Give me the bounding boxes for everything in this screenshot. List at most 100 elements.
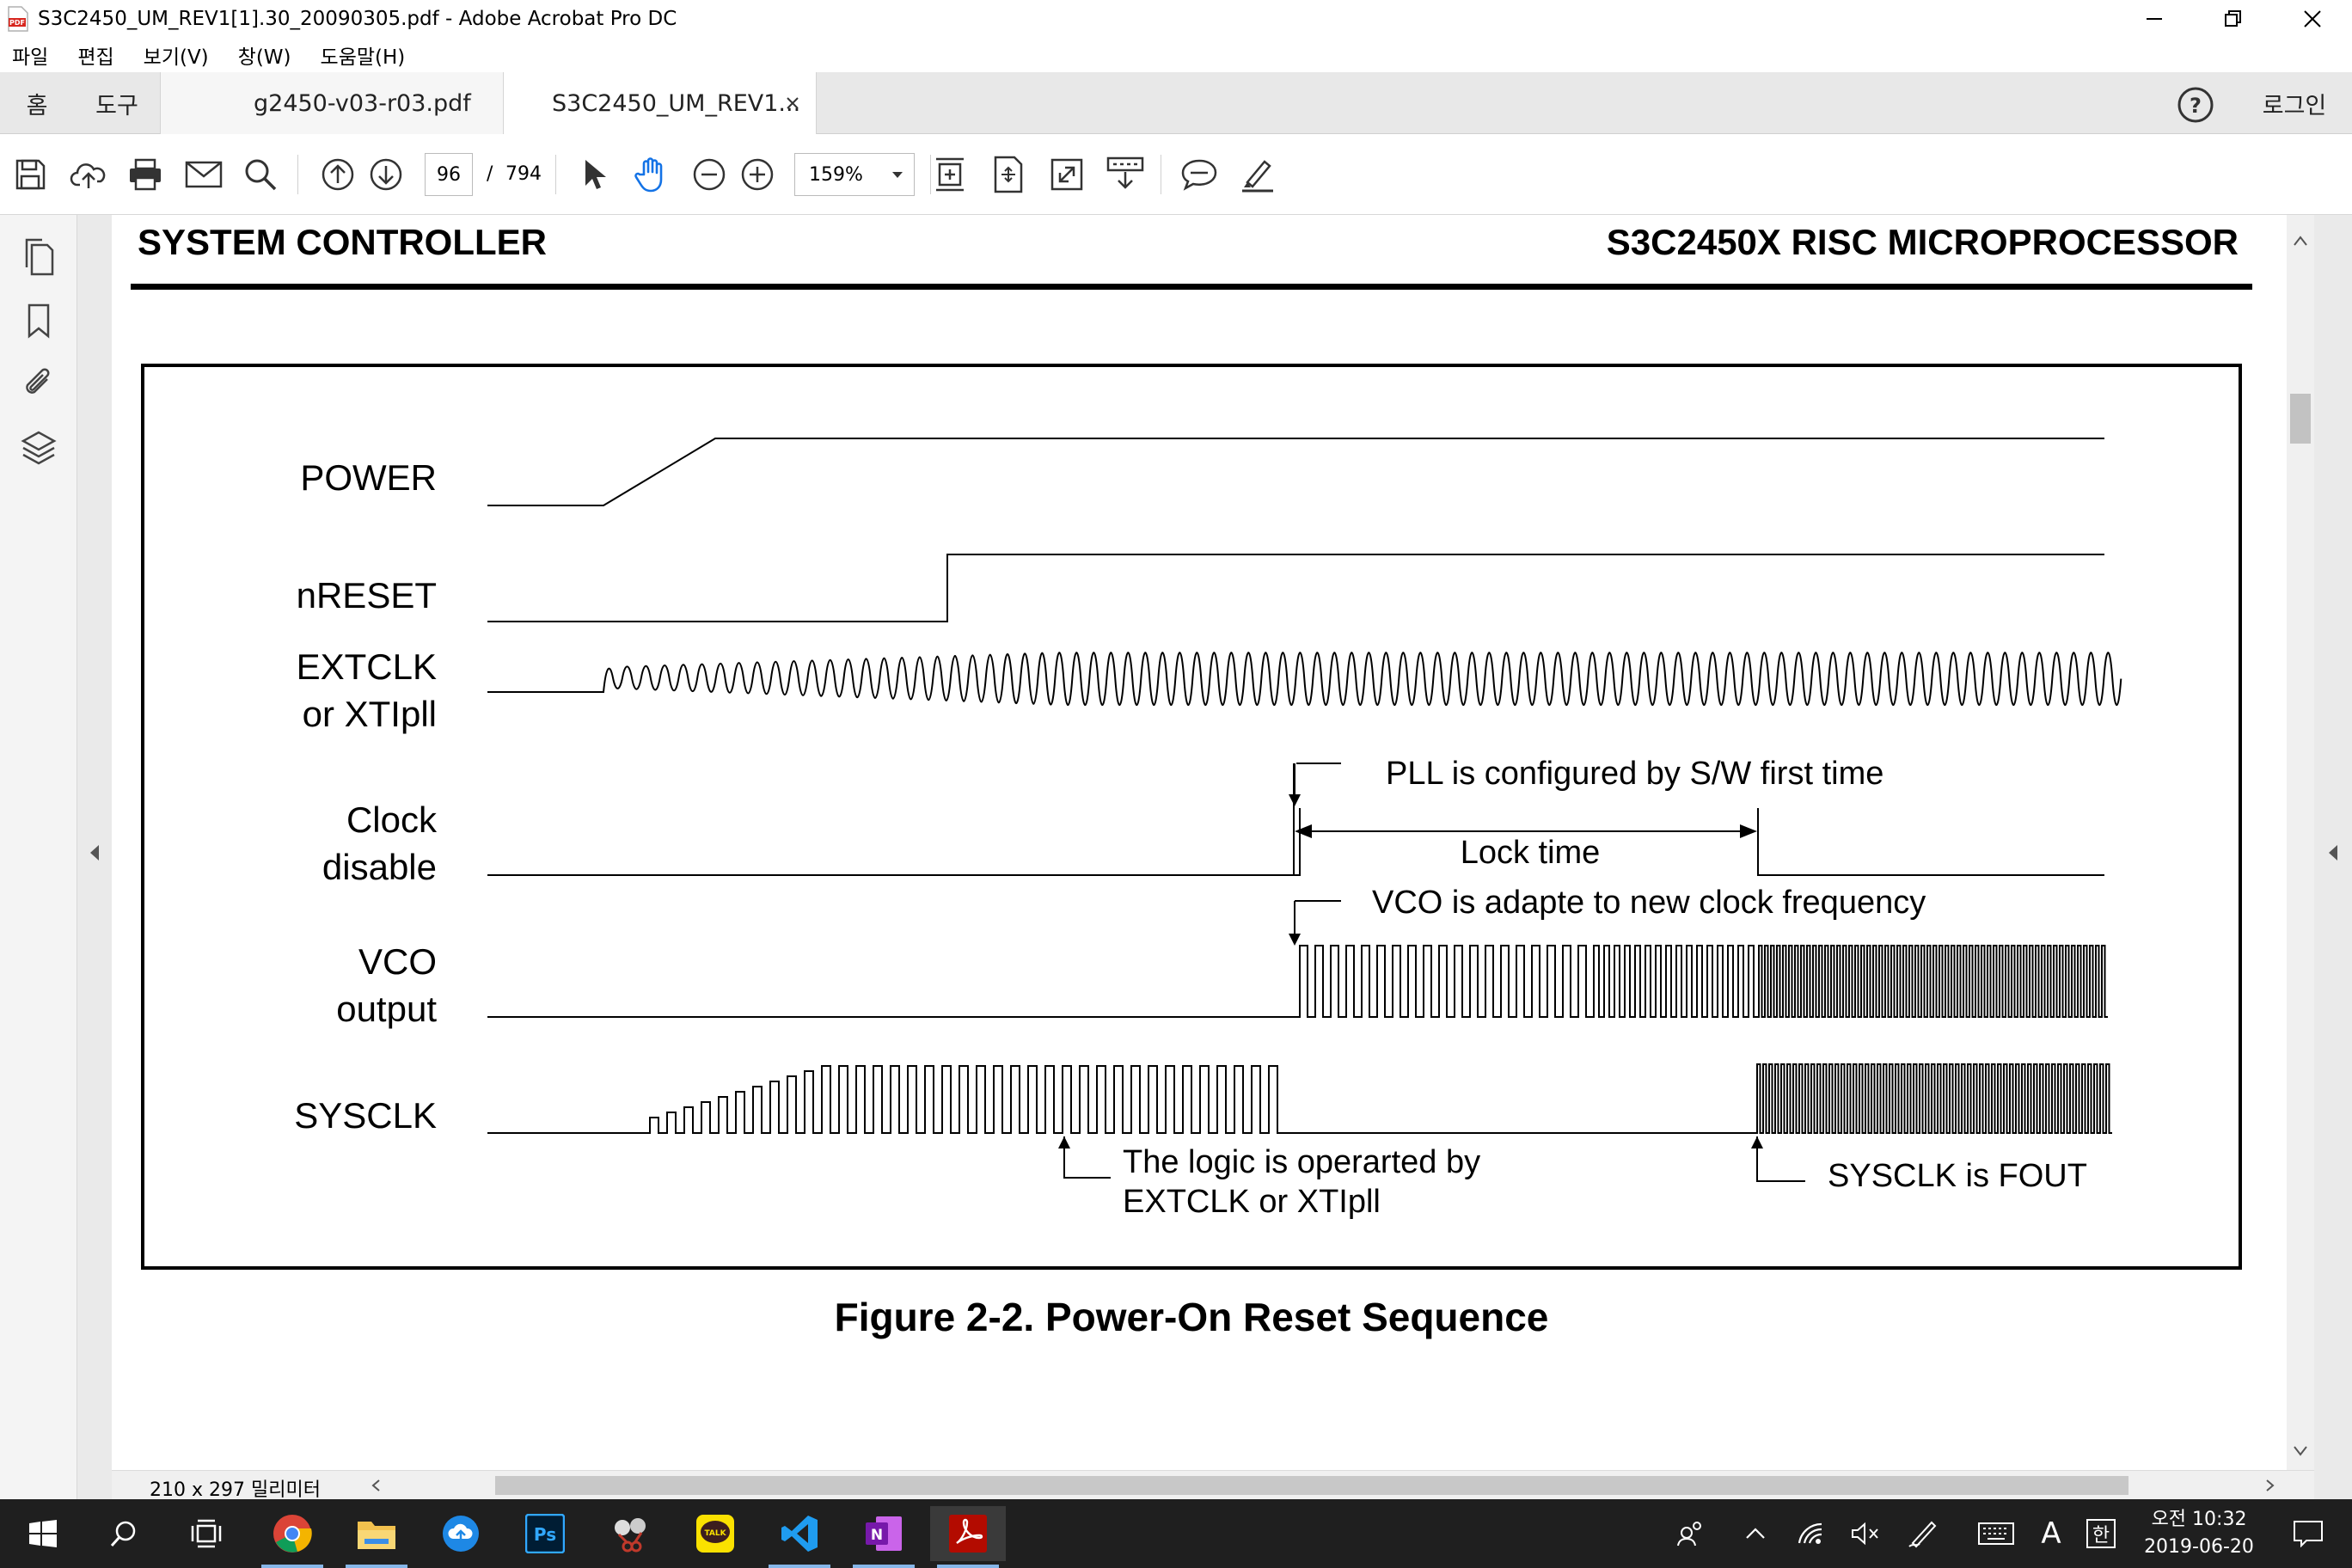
login-button[interactable]: 로그인 — [2262, 92, 2327, 119]
print-button[interactable] — [122, 151, 168, 198]
close-button[interactable] — [2273, 0, 2352, 38]
zoom-out-button[interactable] — [686, 151, 732, 198]
keyboard-reading-button[interactable] — [1102, 151, 1148, 198]
status-bar: 210 x 297 밀리미터 — [112, 1470, 2314, 1501]
page-separator: / — [487, 163, 493, 185]
volume-tray-button[interactable] — [1845, 1499, 1886, 1568]
save-button[interactable] — [7, 151, 53, 198]
taskbar-onenote[interactable]: N — [846, 1506, 922, 1568]
toolbar-separator — [930, 155, 931, 194]
search-button[interactable] — [237, 151, 284, 198]
help-icon[interactable]: ? — [2177, 86, 2214, 124]
save-icon — [15, 159, 46, 190]
expand-icon — [1050, 158, 1083, 191]
full-screen-button[interactable] — [1044, 151, 1090, 198]
ime-mode-label: 한 — [2086, 1519, 2116, 1548]
scroll-left-icon[interactable] — [371, 1479, 380, 1491]
highlighter-pen-icon — [1242, 160, 1273, 193]
collapse-left-icon — [90, 845, 99, 861]
menu-edit[interactable]: 편집 — [77, 46, 114, 69]
taskbar-acrobat[interactable] — [930, 1506, 1006, 1568]
highlight-button[interactable] — [1234, 151, 1281, 198]
menu-file[interactable]: 파일 — [12, 46, 49, 69]
taskbar-chrome[interactable] — [254, 1506, 330, 1568]
acrobat-icon — [949, 1515, 987, 1553]
email-button[interactable] — [181, 151, 227, 198]
fit-page-button[interactable] — [985, 151, 1032, 198]
label-vco: VCO — [358, 941, 437, 982]
touch-keyboard-button[interactable] — [1972, 1499, 2020, 1568]
wifi-icon — [1798, 1522, 1822, 1544]
minimize-icon — [2147, 18, 2162, 20]
windows-logo-icon — [29, 1520, 57, 1547]
scroll-right-icon[interactable] — [2266, 1479, 2275, 1491]
document-viewport[interactable]: SYSTEM CONTROLLER S3C2450X RISC MICROPRO… — [112, 215, 2287, 1470]
vertical-scroll-thumb[interactable] — [2290, 394, 2311, 444]
toolbar: 96 / 794 159% — [0, 134, 2352, 215]
taskbar-vscode[interactable] — [762, 1506, 837, 1568]
scroll-down-icon[interactable] — [2294, 1446, 2307, 1456]
select-tool-button[interactable] — [571, 151, 617, 198]
fit-page-scroll-button[interactable] — [927, 151, 973, 198]
menu-window[interactable]: 창(W) — [237, 46, 291, 69]
zoom-level-select[interactable]: 159% — [794, 153, 915, 196]
restore-button[interactable] — [2194, 0, 2273, 38]
task-view-button[interactable] — [168, 1506, 244, 1561]
right-pane-toggle[interactable] — [2314, 215, 2352, 1499]
tab-home[interactable]: 홈 — [26, 92, 48, 119]
label-power: POWER — [300, 457, 437, 498]
logic-pointer-arrowhead — [1058, 1136, 1070, 1148]
zoom-level-value: 159% — [809, 163, 863, 186]
waveform-sysclk — [487, 1063, 2112, 1134]
layers-button[interactable] — [15, 425, 62, 471]
input-language-indicator[interactable]: A — [2041, 1516, 2061, 1551]
action-center-button[interactable] — [2269, 1499, 2347, 1568]
taskbar-cloud-app[interactable] — [423, 1506, 499, 1561]
attachments-button[interactable] — [15, 359, 62, 406]
folder-icon — [358, 1522, 395, 1549]
people-tray-button[interactable] — [1668, 1499, 1712, 1568]
tab-tools[interactable]: 도구 — [95, 92, 138, 119]
hand-tool-button[interactable] — [628, 151, 674, 198]
annotation-sysclk-fout: SYSCLK is FOUT — [1828, 1158, 2087, 1194]
label-disable: disable — [322, 847, 437, 887]
previous-page-button[interactable] — [315, 151, 361, 198]
vscode-icon — [781, 1516, 818, 1552]
arrow-up-circle-icon — [322, 158, 354, 191]
taskbar-kakaotalk[interactable]: TALK — [677, 1506, 753, 1561]
ime-mode-button[interactable]: 한 — [2079, 1499, 2123, 1568]
taskbar-file-explorer[interactable] — [339, 1506, 414, 1568]
search-taskbar-button[interactable] — [86, 1506, 162, 1561]
envelope-icon — [185, 161, 223, 188]
taskbar-photoshop[interactable]: Ps — [507, 1506, 583, 1561]
horizontal-scroll-thumb[interactable] — [495, 1476, 2128, 1495]
zoom-in-button[interactable] — [734, 151, 781, 198]
comment-button[interactable] — [1176, 151, 1222, 198]
close-tab-icon[interactable] — [786, 96, 799, 110]
page-number-input[interactable]: 96 — [425, 153, 473, 196]
bookmarks-button[interactable] — [15, 297, 62, 344]
vertical-scrollbar[interactable] — [2287, 215, 2314, 1470]
upload-cloud-button[interactable] — [65, 151, 112, 198]
clock-time: 오전 10:32 — [2151, 1509, 2247, 1530]
left-pane-toggle[interactable] — [77, 215, 112, 1499]
next-page-button[interactable] — [363, 151, 409, 198]
layers-icon — [21, 431, 57, 465]
page-thumbnails-button[interactable] — [15, 234, 62, 280]
show-hidden-icons-button[interactable] — [1735, 1499, 1776, 1568]
annotation-logic-line2: EXTCLK or XTIpll — [1123, 1184, 1381, 1220]
taskbar-snipping-app[interactable] — [593, 1506, 669, 1561]
tab-document-2[interactable]: S3C2450_UM_REV1... — [504, 72, 817, 134]
toolbar-separator — [555, 155, 556, 194]
pen-tray-button[interactable] — [1902, 1499, 1945, 1568]
system-clock[interactable]: 오전 10:32 2019-06-20 — [2132, 1499, 2266, 1568]
wifi-tray-button[interactable] — [1790, 1499, 1831, 1568]
minimize-button[interactable] — [2115, 0, 2194, 38]
tab-document-1[interactable]: g2450-v03-r03.pdf — [160, 72, 504, 134]
onenote-icon: N — [866, 1516, 902, 1551]
menu-help[interactable]: 도움말(H) — [320, 46, 406, 69]
start-button[interactable] — [3, 1506, 83, 1561]
annotation-vco-adapt: VCO is adapte to new clock frequency — [1372, 885, 1926, 921]
menu-view[interactable]: 보기(V) — [143, 46, 209, 69]
scroll-up-icon[interactable] — [2294, 236, 2307, 246]
